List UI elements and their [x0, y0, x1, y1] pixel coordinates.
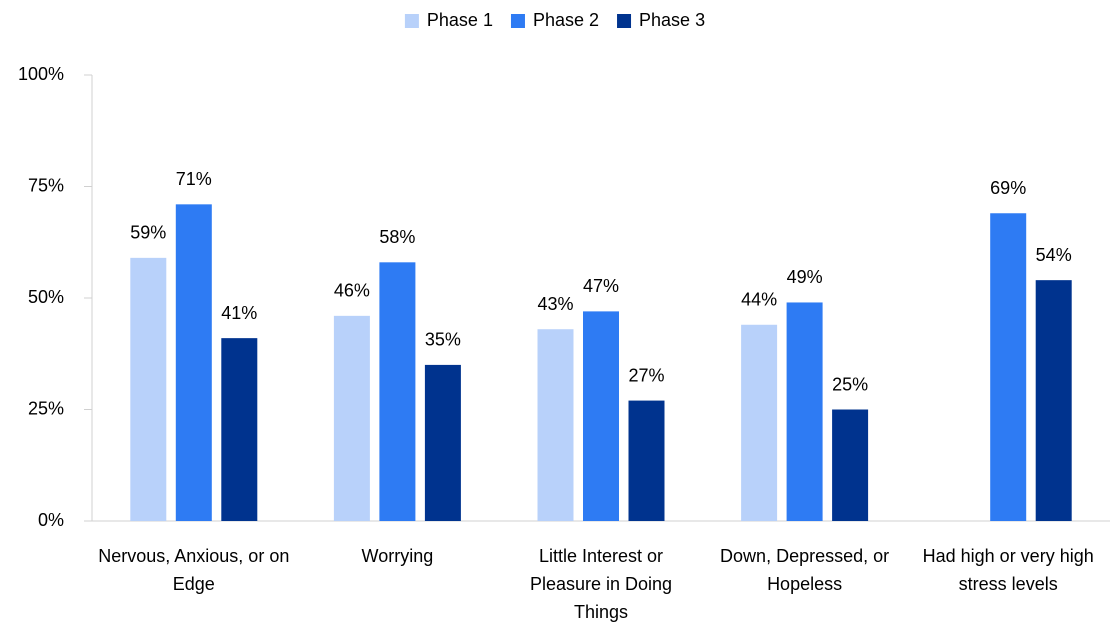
- x-tick-label: Had high or very high stress levels: [922, 546, 1094, 594]
- data-label: 41%: [221, 303, 257, 323]
- data-label: 47%: [583, 276, 619, 296]
- data-label: 44%: [741, 290, 777, 310]
- legend-swatch: [404, 14, 419, 28]
- data-label: 49%: [787, 267, 823, 287]
- y-tick-label: 0%: [38, 510, 64, 530]
- legend-label: Phase 1: [427, 10, 493, 30]
- bar: [583, 311, 619, 521]
- bar: [130, 257, 167, 521]
- data-label: 71%: [176, 169, 212, 189]
- data-label: 25%: [832, 374, 868, 394]
- bar: [221, 338, 258, 521]
- bar: [990, 213, 1027, 521]
- y-tick-label: 100%: [18, 64, 64, 84]
- bar: [537, 329, 574, 521]
- data-label: 46%: [334, 281, 370, 301]
- bar: [379, 262, 416, 521]
- legend-label: Phase 3: [639, 10, 705, 30]
- x-tick-label: Little Interest or Pleasure in Doing Thi…: [529, 546, 673, 622]
- y-tick-label: 75%: [28, 175, 64, 195]
- legend-swatch: [510, 14, 525, 28]
- x-tick-label: Worrying: [361, 546, 434, 566]
- x-tick-label: Down, Depressed, or Hopeless: [720, 546, 890, 594]
- bar: [628, 400, 665, 521]
- y-tick-label: 50%: [28, 287, 64, 307]
- x-tick-label: Nervous, Anxious, or on Edge: [98, 546, 290, 594]
- data-label: 27%: [628, 365, 664, 385]
- bar: [333, 315, 370, 521]
- bar: [175, 204, 212, 521]
- bar: [832, 409, 869, 521]
- data-label: 69%: [990, 178, 1026, 198]
- bar: [786, 302, 823, 521]
- y-tick-label: 25%: [28, 398, 64, 418]
- data-label: 54%: [1036, 245, 1072, 265]
- bar: [741, 324, 778, 521]
- legend-swatch: [617, 14, 632, 28]
- data-label: 43%: [537, 294, 573, 314]
- data-label: 35%: [425, 330, 461, 350]
- bar: [424, 364, 461, 521]
- legend-label: Phase 2: [533, 10, 599, 30]
- data-label: 59%: [130, 223, 166, 243]
- data-label: 58%: [379, 227, 415, 247]
- bar: [1035, 280, 1072, 521]
